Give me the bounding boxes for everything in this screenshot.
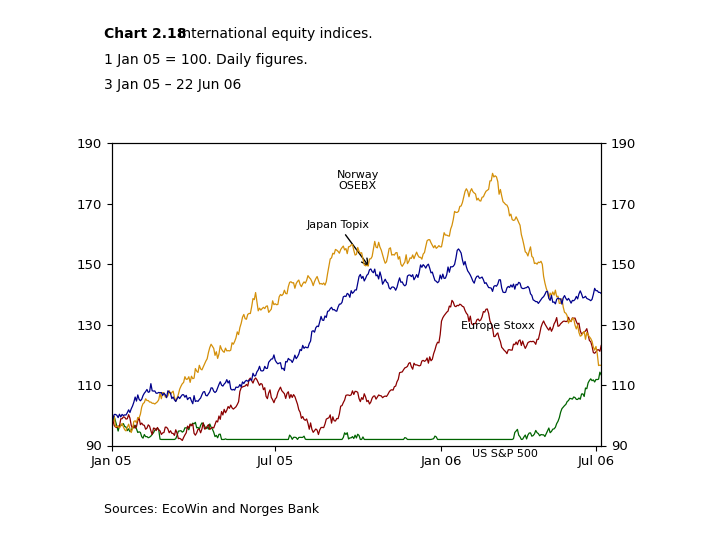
Text: Japan Topix: Japan Topix [307, 220, 369, 266]
Text: International equity indices.: International equity indices. [174, 27, 373, 41]
Text: Chart 2.18: Chart 2.18 [104, 27, 187, 41]
Text: 1 Jan 05 = 100. Daily figures.: 1 Jan 05 = 100. Daily figures. [104, 53, 308, 67]
Text: Europe Stoxx: Europe Stoxx [461, 321, 535, 331]
Text: US S&P 500: US S&P 500 [472, 449, 537, 458]
Text: Sources: EcoWin and Norges Bank: Sources: EcoWin and Norges Bank [104, 503, 320, 516]
Text: Norway
OSEBX: Norway OSEBX [336, 170, 379, 192]
Text: 3 Jan 05 – 22 Jun 06: 3 Jan 05 – 22 Jun 06 [104, 78, 242, 92]
